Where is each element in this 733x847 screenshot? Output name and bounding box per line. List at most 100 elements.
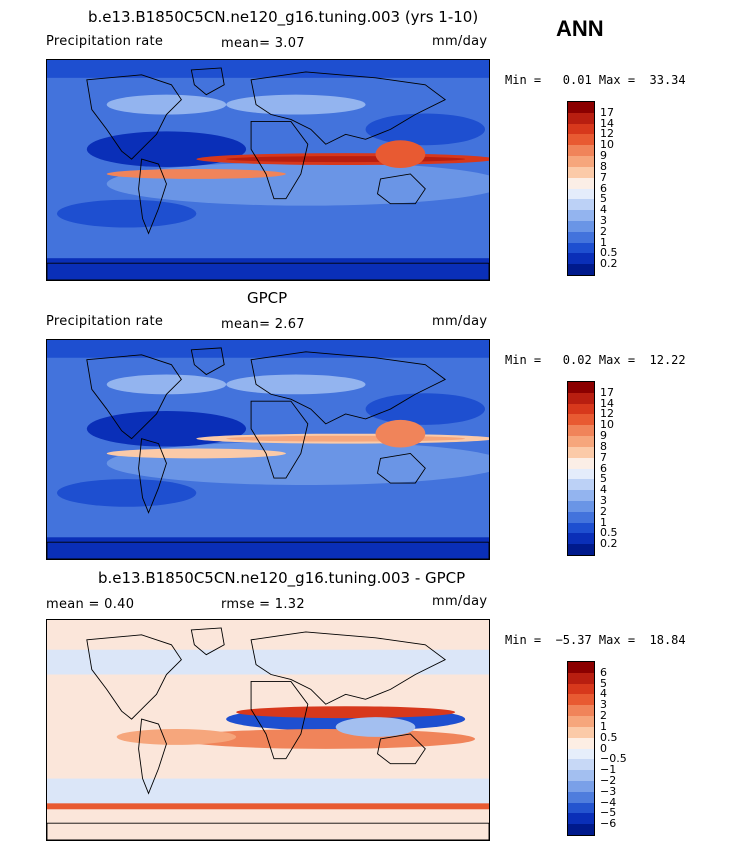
- colorbar-tick-label: 0.5: [600, 526, 618, 540]
- colorbar-swatch: [568, 468, 594, 480]
- colorbar-swatch: [568, 134, 594, 146]
- colorbar-swatch: [568, 166, 594, 178]
- colorbar-tick-label: 14: [600, 396, 614, 410]
- colorbar-swatch: [568, 231, 594, 243]
- colorbar-swatch: [568, 813, 594, 825]
- colorbar-tick-label: 8: [600, 439, 607, 453]
- colorbar-swatch: [568, 253, 594, 265]
- colorbar-swatch: [568, 716, 594, 727]
- colorbar-swatch: [568, 382, 594, 393]
- colorbar-swatch: [568, 791, 594, 803]
- colorbar-swatch: [568, 392, 594, 404]
- colorbar-tick-label: 2: [600, 504, 607, 518]
- colorbar-swatch: [568, 479, 594, 491]
- panel2-minmax: Min = 0.02 Max = 12.22: [505, 353, 686, 367]
- colorbar-tick-label: 2: [600, 709, 607, 723]
- colorbar-tick-label: 7: [600, 450, 607, 464]
- colorbar-tick-label: 4: [600, 203, 607, 217]
- colorbar-tick-label: 12: [600, 127, 614, 141]
- panel2-units-label: mm/day: [432, 314, 488, 329]
- colorbar-tick-label: 3: [600, 698, 607, 712]
- colorbar-swatch: [568, 748, 594, 760]
- colorbar-tick-label: 0: [600, 741, 607, 755]
- colorbar-swatch: [568, 210, 594, 221]
- colorbar-swatch: [568, 770, 594, 781]
- colorbar-swatch: [568, 544, 594, 555]
- colorbar-swatch: [568, 199, 594, 211]
- colorbar-tick-label: −1: [600, 763, 617, 777]
- colorbar-swatch: [568, 500, 594, 512]
- colorbar-tick-label: 1: [600, 235, 607, 249]
- colorbar-swatch: [568, 102, 594, 113]
- panel1-minmax: Min = 0.01 Max = 33.34: [505, 73, 686, 87]
- colorbar-tick-label: 5: [600, 472, 607, 486]
- colorbar-swatch: [568, 156, 594, 167]
- colorbar-swatch: [568, 145, 594, 157]
- colorbar-tick-label: 2: [600, 224, 607, 238]
- colorbar-tick-label: 9: [600, 149, 607, 163]
- colorbar-swatch: [568, 123, 594, 135]
- colorbar-swatch: [568, 662, 594, 673]
- colorbar-tick-label: −2: [600, 773, 617, 787]
- panel1-colorbar: [567, 101, 595, 276]
- panel2-mean-label: mean= 2.67: [221, 317, 305, 332]
- colorbar-swatch: [568, 425, 594, 437]
- colorbar-tick-label: 0.2: [600, 257, 618, 271]
- colorbar-swatch: [568, 242, 594, 254]
- colorbar-tick-label: −5: [600, 806, 617, 820]
- colorbar-swatch: [568, 414, 594, 426]
- colorbar-tick-label: 10: [600, 138, 614, 152]
- panel1-mean-label: mean= 3.07: [221, 36, 305, 51]
- colorbar-swatch: [568, 802, 594, 814]
- colorbar-swatch: [568, 694, 594, 706]
- colorbar-swatch: [568, 511, 594, 523]
- colorbar-tick-label: 4: [600, 687, 607, 701]
- colorbar-swatch: [568, 672, 594, 684]
- colorbar-tick-label: 0.5: [600, 246, 618, 260]
- panel2-title: GPCP: [247, 289, 288, 307]
- panel3-rmse-label: rmse = 1.32: [221, 597, 305, 612]
- colorbar-tick-label: 7: [600, 170, 607, 184]
- panel1-units-label: mm/day: [432, 34, 488, 49]
- panel3-colorbar: [567, 661, 595, 836]
- colorbar-swatch: [568, 188, 594, 200]
- colorbar-tick-label: 12: [600, 407, 614, 421]
- colorbar-swatch: [568, 436, 594, 447]
- colorbar-tick-label: −3: [600, 784, 617, 798]
- panel3-map: [46, 619, 490, 841]
- colorbar-tick-label: −0.5: [600, 752, 627, 766]
- colorbar-swatch: [568, 522, 594, 534]
- colorbar-swatch: [568, 824, 594, 835]
- colorbar-swatch: [568, 683, 594, 695]
- colorbar-swatch: [568, 726, 594, 738]
- colorbar-tick-label: 3: [600, 493, 607, 507]
- colorbar-tick-label: 8: [600, 159, 607, 173]
- colorbar-tick-label: 6: [600, 181, 607, 195]
- panel1-map: [46, 59, 490, 281]
- colorbar-tick-label: 1: [600, 515, 607, 529]
- colorbar-tick-label: 6: [600, 461, 607, 475]
- colorbar-tick-label: −6: [600, 817, 617, 831]
- colorbar-tick-label: 0.2: [600, 537, 618, 551]
- colorbar-swatch: [568, 403, 594, 415]
- colorbar-swatch: [568, 533, 594, 545]
- colorbar-swatch: [568, 264, 594, 275]
- panel2-variable-label: Precipitation rate: [46, 314, 164, 329]
- colorbar-tick-label: 9: [600, 429, 607, 443]
- colorbar-swatch: [568, 177, 594, 189]
- panel3-mean-label: mean = 0.40: [46, 597, 135, 612]
- colorbar-tick-label: −4: [600, 795, 617, 809]
- panel2-colorbar: [567, 381, 595, 556]
- panel3-title: b.e13.B1850C5CN.ne120_g16.tuning.003 - G…: [98, 569, 466, 587]
- colorbar-swatch: [568, 759, 594, 771]
- colorbar-tick-label: 4: [600, 483, 607, 497]
- colorbar-tick-label: 17: [600, 385, 614, 399]
- colorbar-tick-label: 17: [600, 105, 614, 119]
- season-label: ANN: [556, 16, 604, 41]
- colorbar-swatch: [568, 220, 594, 232]
- colorbar-swatch: [568, 457, 594, 469]
- colorbar-tick-label: 10: [600, 418, 614, 432]
- colorbar-tick-label: 0.5: [600, 730, 618, 744]
- colorbar-tick-label: 3: [600, 213, 607, 227]
- colorbar-tick-label: 5: [600, 192, 607, 206]
